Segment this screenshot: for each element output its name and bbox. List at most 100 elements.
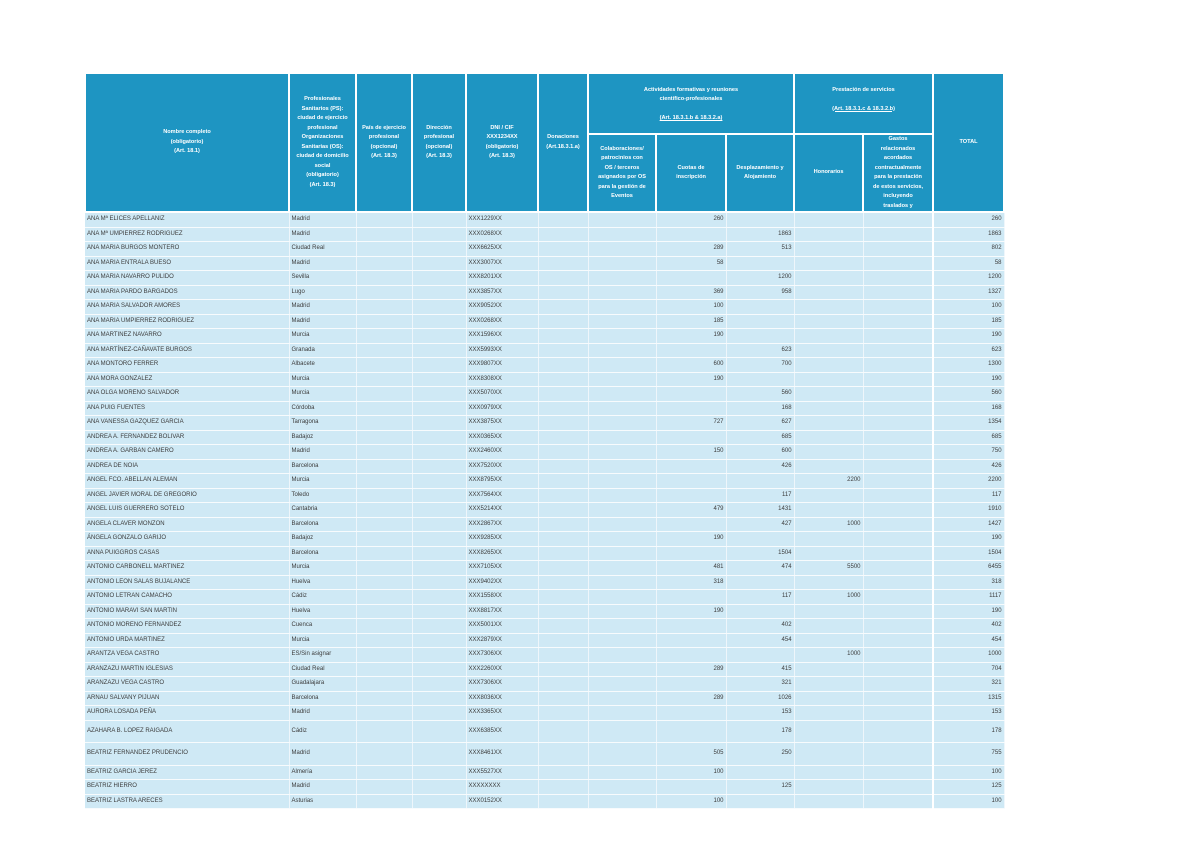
cell-donaciones[interactable] [538, 415, 589, 431]
cell-total[interactable]: 704 [932, 662, 1005, 677]
cell-gastos[interactable] [863, 328, 934, 344]
cell-country[interactable] [356, 415, 413, 431]
cell-address[interactable] [412, 531, 467, 547]
cell-dni[interactable]: XXX3857XX [466, 285, 539, 300]
cell-gastos[interactable] [863, 357, 934, 373]
cell-city[interactable]: Madrid [289, 705, 357, 721]
cell-address[interactable] [412, 444, 467, 460]
cell-city[interactable]: Murcia [289, 473, 357, 489]
cell-gastos[interactable] [863, 720, 934, 743]
cell-dni[interactable]: XXX5527XX [466, 765, 539, 780]
cell-colaboraciones[interactable] [588, 589, 657, 605]
cell-cuotas[interactable]: 289 [656, 662, 727, 677]
cell-name[interactable]: ANTONIO LEON SALAS BUJALANCE [85, 575, 290, 590]
cell-total[interactable]: 1354 [932, 415, 1005, 431]
cell-total[interactable]: 755 [932, 742, 1005, 766]
cell-address[interactable] [412, 299, 467, 315]
cell-cuotas[interactable] [656, 459, 727, 474]
cell-address[interactable] [412, 676, 467, 692]
cell-city[interactable]: Tarragona [289, 415, 357, 431]
cell-address[interactable] [412, 343, 467, 358]
cell-country[interactable] [356, 256, 413, 271]
cell-country[interactable] [356, 560, 413, 576]
cell-address[interactable] [412, 357, 467, 373]
cell-total[interactable]: 153 [932, 705, 1005, 721]
cell-honorarios[interactable] [794, 618, 864, 634]
cell-country[interactable] [356, 662, 413, 677]
cell-address[interactable] [412, 742, 467, 766]
cell-country[interactable] [356, 357, 413, 373]
cell-honorarios[interactable] [794, 765, 864, 780]
cell-colaboraciones[interactable] [588, 618, 657, 634]
cell-dni[interactable]: XXX7564XX [466, 488, 539, 503]
cell-country[interactable] [356, 401, 413, 416]
cell-address[interactable] [412, 589, 467, 605]
cell-name[interactable]: BEATRIZ LASTRA ARECES [85, 794, 290, 809]
cell-desplazamiento[interactable] [726, 256, 795, 271]
cell-donaciones[interactable] [538, 444, 589, 460]
cell-total[interactable]: 454 [932, 633, 1005, 648]
cell-desplazamiento[interactable] [726, 212, 795, 228]
cell-colaboraciones[interactable] [588, 575, 657, 590]
cell-gastos[interactable] [863, 794, 934, 809]
cell-colaboraciones[interactable] [588, 676, 657, 692]
cell-city[interactable]: Albacete [289, 357, 357, 373]
cell-desplazamiento[interactable] [726, 575, 795, 590]
cell-cuotas[interactable]: 289 [656, 241, 727, 257]
cell-name[interactable]: ANA MORA GONZALEZ [85, 372, 290, 387]
cell-desplazamiento[interactable]: 958 [726, 285, 795, 300]
cell-honorarios[interactable] [794, 459, 864, 474]
cell-honorarios[interactable] [794, 401, 864, 416]
cell-donaciones[interactable] [538, 742, 589, 766]
cell-donaciones[interactable] [538, 618, 589, 634]
cell-cuotas[interactable] [656, 705, 727, 721]
cell-honorarios[interactable] [794, 705, 864, 721]
cell-cuotas[interactable] [656, 386, 727, 402]
cell-total[interactable]: 190 [932, 372, 1005, 387]
cell-total[interactable]: 260 [932, 212, 1005, 228]
cell-dni[interactable]: XXX7306XX [466, 647, 539, 663]
cell-address[interactable] [412, 618, 467, 634]
cell-total[interactable]: 178 [932, 720, 1005, 743]
cell-country[interactable] [356, 531, 413, 547]
cell-city[interactable]: Madrid [289, 212, 357, 228]
cell-country[interactable] [356, 343, 413, 358]
cell-address[interactable] [412, 779, 467, 795]
cell-total[interactable]: 321 [932, 676, 1005, 692]
cell-city[interactable]: Madrid [289, 314, 357, 329]
cell-desplazamiento[interactable] [726, 372, 795, 387]
cell-dni[interactable]: XXX9052XX [466, 299, 539, 315]
cell-city[interactable]: Badajoz [289, 531, 357, 547]
cell-honorarios[interactable] [794, 794, 864, 809]
cell-address[interactable] [412, 372, 467, 387]
cell-gastos[interactable] [863, 604, 934, 619]
cell-address[interactable] [412, 430, 467, 445]
cell-city[interactable]: Huelva [289, 604, 357, 619]
cell-city[interactable]: Barcelona [289, 459, 357, 474]
cell-desplazamiento[interactable] [726, 531, 795, 547]
cell-name[interactable]: ARANTZA VEGA CASTRO [85, 647, 290, 663]
cell-country[interactable] [356, 575, 413, 590]
cell-honorarios[interactable] [794, 328, 864, 344]
cell-total[interactable]: 1315 [932, 691, 1005, 706]
cell-dni[interactable]: XXX8817XX [466, 604, 539, 619]
cell-colaboraciones[interactable] [588, 531, 657, 547]
cell-donaciones[interactable] [538, 633, 589, 648]
cell-cuotas[interactable] [656, 227, 727, 242]
cell-desplazamiento[interactable]: 685 [726, 430, 795, 445]
cell-dni[interactable]: XXX1558XX [466, 589, 539, 605]
cell-country[interactable] [356, 314, 413, 329]
cell-honorarios[interactable] [794, 604, 864, 619]
cell-dni[interactable]: XXX7520XX [466, 459, 539, 474]
cell-city[interactable]: Barcelona [289, 517, 357, 532]
cell-colaboraciones[interactable] [588, 488, 657, 503]
cell-honorarios[interactable] [794, 633, 864, 648]
cell-city[interactable]: Granada [289, 343, 357, 358]
cell-cuotas[interactable] [656, 647, 727, 663]
cell-name[interactable]: ÁNGELA GONZALO GARIJO [85, 531, 290, 547]
cell-city[interactable]: Murcia [289, 560, 357, 576]
cell-colaboraciones[interactable] [588, 212, 657, 228]
cell-donaciones[interactable] [538, 241, 589, 257]
cell-desplazamiento[interactable]: 168 [726, 401, 795, 416]
cell-donaciones[interactable] [538, 212, 589, 228]
